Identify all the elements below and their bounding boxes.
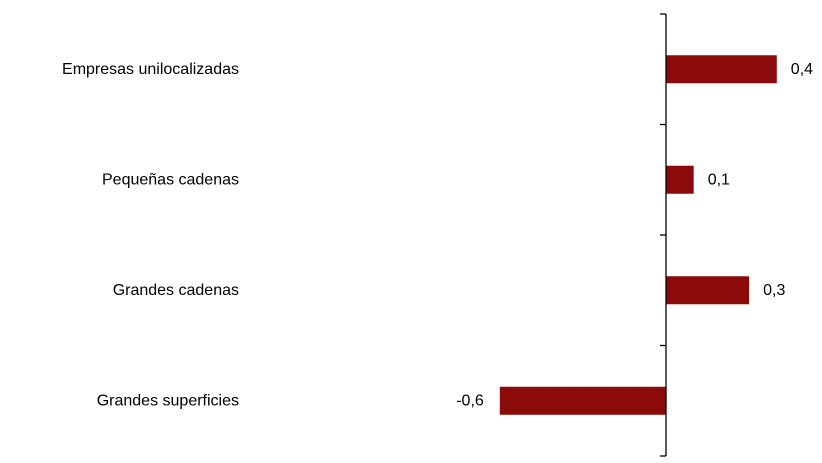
category-label-grandes-superficies: Grandes superficies (97, 392, 239, 409)
value-label-grandes-cadenas: 0,3 (763, 282, 785, 299)
value-label-empresas-unilocalizadas: 0,4 (791, 61, 813, 78)
bar-grandes-superficies (499, 386, 666, 415)
bar-pequenas-cadenas (666, 165, 694, 194)
bar-grandes-cadenas (666, 276, 750, 305)
y-axis (660, 13, 667, 457)
category-label-empresas-unilocalizadas: Empresas unilocalizadas (62, 61, 239, 78)
bar-empresas-unilocalizadas (666, 55, 777, 84)
value-label-grandes-superficies: -0,6 (456, 392, 484, 409)
bars-layer (499, 55, 777, 415)
category-label-pequenas-cadenas: Pequeñas cadenas (102, 171, 239, 188)
value-label-pequenas-cadenas: 0,1 (708, 171, 730, 188)
category-label-grandes-cadenas: Grandes cadenas (113, 282, 239, 299)
labels-layer: Empresas unilocalizadas 0,4 Pequeñas caden… (62, 61, 813, 410)
